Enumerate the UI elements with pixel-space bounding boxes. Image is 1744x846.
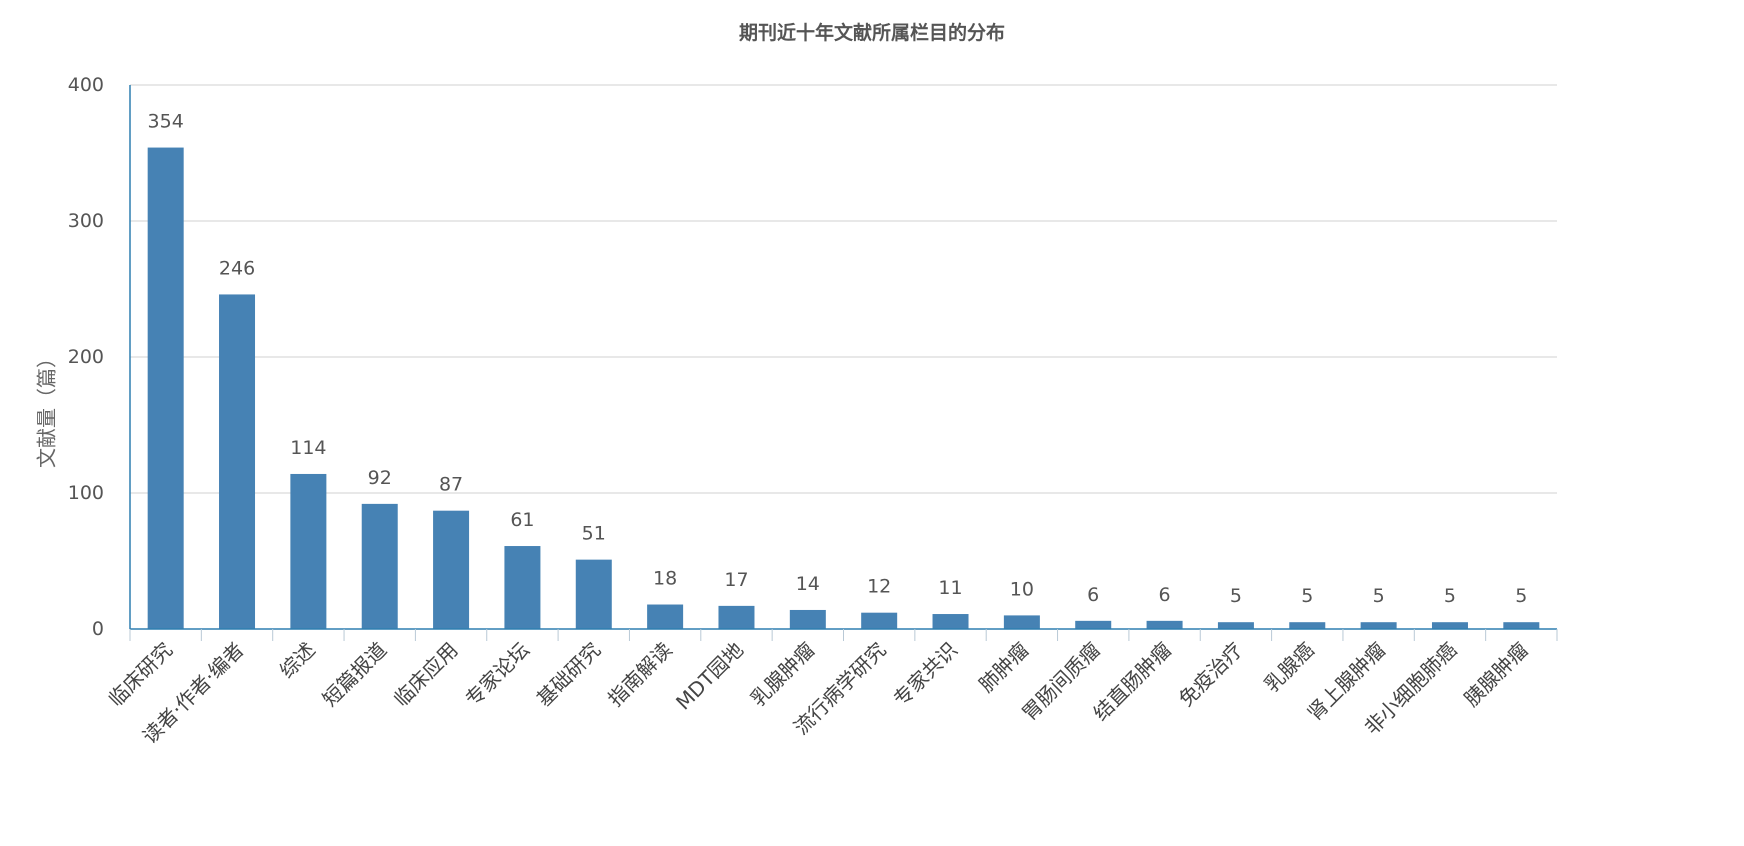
x-tick-label: 临床应用 (389, 638, 463, 712)
x-tick-label: 指南解读 (603, 638, 677, 712)
bar (789, 609, 826, 629)
bar (1289, 622, 1326, 629)
bar (1075, 620, 1112, 629)
data-label: 5 (1301, 585, 1313, 607)
y-tick-label: 100 (68, 482, 104, 504)
bar (861, 612, 898, 629)
data-label: 114 (290, 437, 326, 459)
x-tick-label: 结直肠肿瘤 (1088, 638, 1176, 726)
y-tick-label: 400 (68, 74, 104, 96)
data-label: 51 (582, 523, 606, 545)
data-label: 61 (510, 509, 534, 531)
bar (361, 503, 398, 629)
chart-title: 期刊近十年文献所属栏目的分布 (738, 22, 1005, 44)
data-label: 5 (1444, 585, 1456, 607)
data-label: 246 (219, 257, 255, 279)
bar (575, 559, 612, 629)
x-tick-label: 基础研究 (532, 638, 606, 712)
x-tick-label: 短篇报道 (318, 638, 392, 712)
bar (147, 147, 184, 629)
data-label: 10 (1010, 578, 1034, 600)
bar (1431, 622, 1468, 629)
data-label: 18 (653, 568, 677, 590)
data-label: 5 (1515, 585, 1527, 607)
bar (647, 604, 684, 629)
bar (1003, 615, 1040, 629)
y-tick-label: 300 (68, 210, 104, 232)
data-label: 11 (938, 577, 962, 599)
x-tick-label: 肺肿瘤 (974, 638, 1033, 697)
bar (504, 546, 541, 629)
x-tick-label: 专家共识 (889, 638, 963, 712)
data-label: 12 (867, 576, 891, 598)
data-label: 354 (148, 111, 184, 133)
data-label: 5 (1230, 585, 1242, 607)
data-label: 92 (368, 467, 392, 489)
x-tick-label: 免疫治疗 (1174, 638, 1248, 712)
bar (1503, 622, 1540, 629)
x-tick-label: MDT园地 (671, 638, 748, 715)
bar (718, 605, 755, 629)
bar (1146, 620, 1183, 629)
data-label: 87 (439, 474, 463, 496)
bar (1360, 622, 1397, 629)
bar (219, 294, 256, 629)
bar (433, 510, 470, 629)
grid-lines (130, 84, 1557, 494)
bars (147, 147, 1540, 629)
y-tick-label: 0 (92, 618, 104, 640)
x-tick-label: 胰腺肿瘤 (1459, 638, 1533, 712)
x-tick-label: 乳腺癌 (1259, 638, 1318, 697)
data-label: 14 (796, 573, 820, 595)
x-tick-label: 临床研究 (104, 638, 178, 712)
data-label: 6 (1159, 584, 1171, 606)
bar (1217, 622, 1254, 629)
bar (932, 614, 969, 629)
y-tick-label: 200 (68, 346, 104, 368)
axes (129, 85, 1558, 641)
data-label: 6 (1087, 584, 1099, 606)
data-label: 5 (1373, 585, 1385, 607)
bar (290, 473, 327, 629)
x-tick-label: 乳腺肿瘤 (746, 638, 820, 712)
data-label: 17 (724, 569, 748, 591)
x-tick-label: 专家论坛 (460, 638, 534, 712)
x-tick-label: 综述 (275, 638, 320, 683)
labels: 0100200300400354临床研究246读者·作者·编者114综述92短篇… (68, 74, 1533, 748)
